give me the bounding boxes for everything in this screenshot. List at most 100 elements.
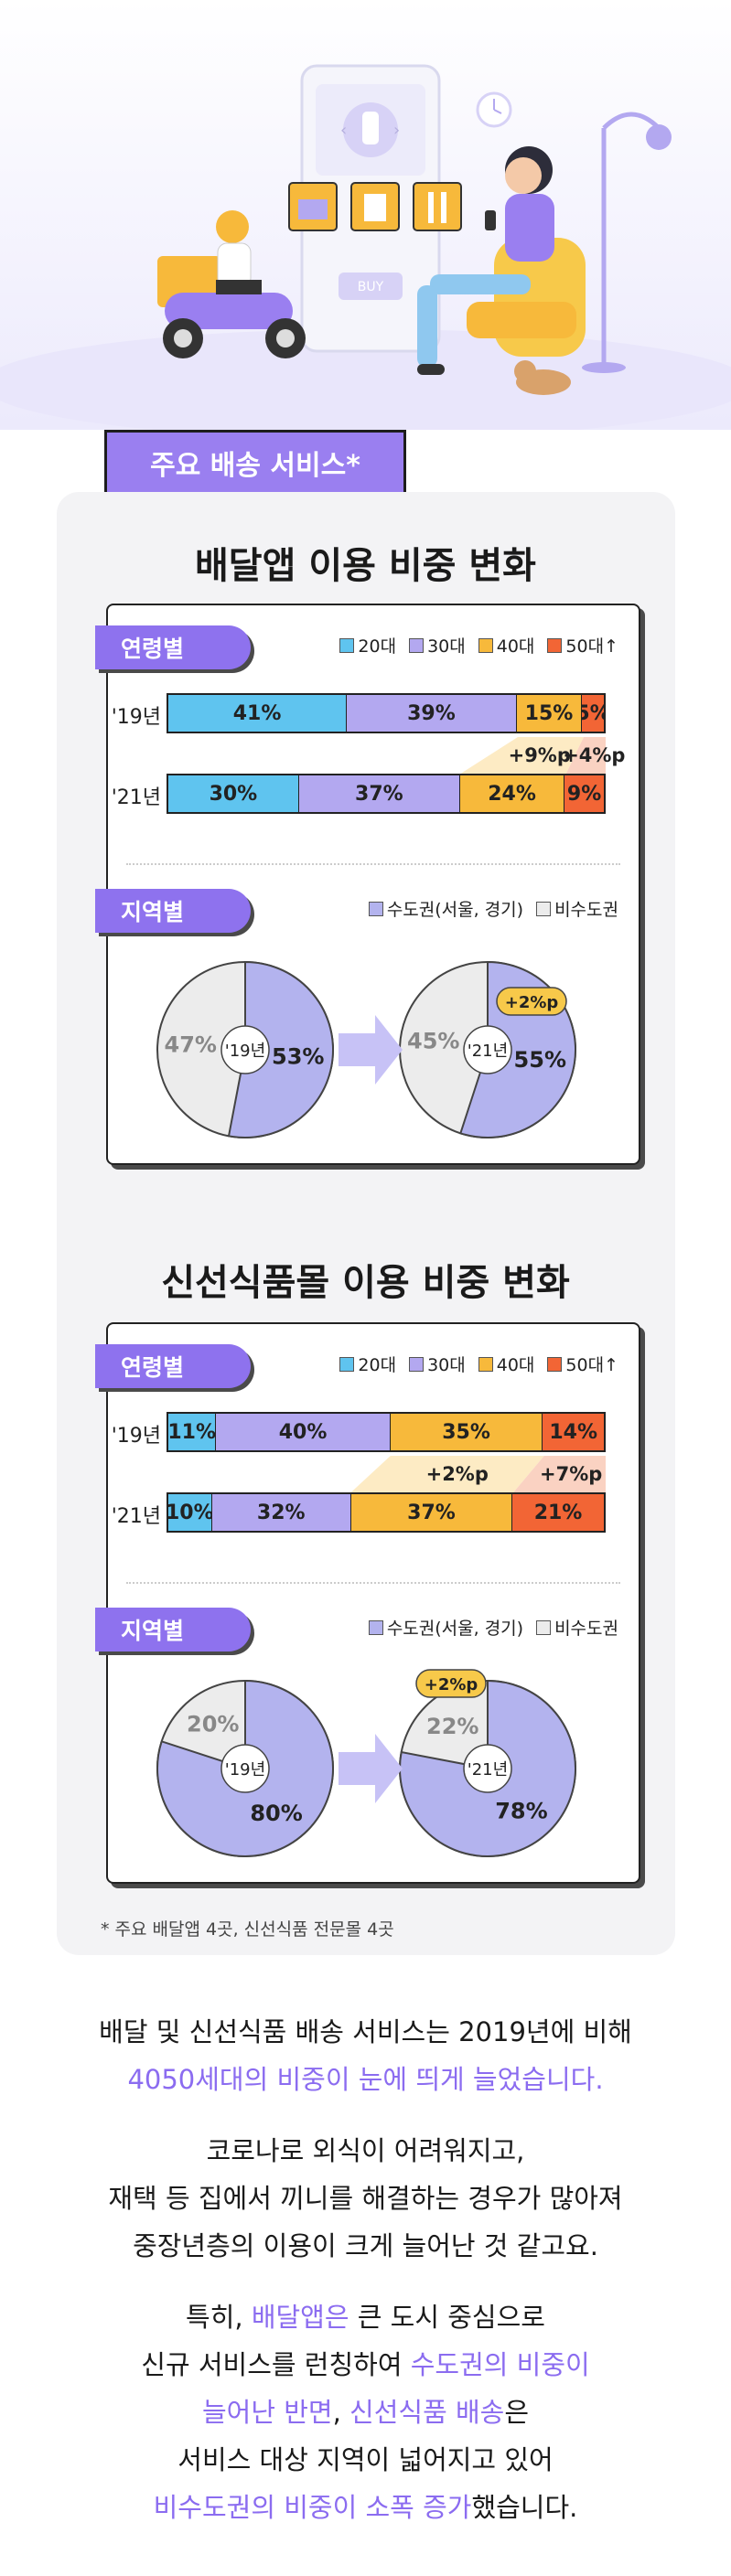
paragraph-2-line-1: 코로나로 외식이 어려워지고,: [206, 2135, 525, 2166]
bar-segment-50-'21년: 21%: [512, 1494, 604, 1531]
bar-segment-40-'21년: 37%: [350, 1494, 513, 1531]
pie-slice-metro-0: [227, 960, 334, 1138]
svg-text:‹: ‹: [340, 121, 347, 140]
legend-swatch-30: [409, 637, 425, 653]
row-label-19: '19년: [111, 1425, 161, 1448]
text-span: 신규 서비스를 런칭하여: [141, 2349, 411, 2380]
diff-area-40: [460, 737, 584, 774]
separator: [126, 1582, 620, 1584]
legend-label-50: 50대↑: [565, 636, 618, 657]
paragraph-2: 코로나로 외식이 어려워지고, 재택 등 집에서 끼니를 해결하는 경우가 많아…: [0, 2127, 731, 2270]
diff-label-50: +4%p: [563, 744, 626, 766]
legend-label-50: 50대↑: [565, 1355, 618, 1375]
paragraph-3-line-5: 비수도권의 비중이 소폭 증가했습니다.: [0, 2484, 731, 2531]
diff-area-40: [350, 1456, 544, 1492]
highlight-span: 신선식품 배송: [349, 2397, 505, 2428]
text-span: ,: [332, 2397, 350, 2428]
product-icons: [288, 182, 462, 231]
pie-center-0: [220, 1744, 270, 1793]
pie-center-0: [220, 1025, 270, 1074]
delivery-bar-21: 30% 37% 24% 9%: [167, 774, 606, 814]
diff-label-50: +7%p: [540, 1463, 603, 1485]
pie-value-nonmetro-1: 22%: [426, 1714, 478, 1739]
hero-illustration: ‹ › BUY: [0, 0, 731, 430]
diff-label-40: +2%p: [425, 1463, 489, 1485]
legend-label-nonmetro: 비수도권: [554, 900, 618, 920]
footnote: * 주요 배달앱 4곳, 신선식품 전문몰 4곳: [101, 1919, 394, 1940]
legend-swatch-metro: [368, 901, 383, 916]
legend-label-40: 40대: [496, 1355, 535, 1375]
arrow-icon: [339, 1734, 403, 1803]
legend-swatch-30: [409, 1356, 425, 1372]
bar-segment-50-'21년: 9%: [564, 775, 604, 812]
pie-diff-badge: [415, 1669, 487, 1698]
legend-swatch-20: [339, 637, 355, 653]
fresh-bar-21: 10% 32% 37% 21%: [167, 1492, 606, 1533]
pie-value-metro-1: 55%: [514, 1047, 566, 1073]
fresh-chart-card: 연령별 20대 30대 40대 50대↑ '19년 11% 40% 35% 14% +…: [95, 1322, 640, 1884]
bar-segment-40-'19년: 35%: [390, 1414, 543, 1450]
pie-center-label-0: '19년: [225, 1760, 265, 1780]
legend-swatch-40: [478, 1356, 493, 1372]
text-span: 큰 도시 중심으로: [349, 2302, 545, 2333]
paragraph-1-line-1: 배달 및 신선식품 배송 서비스는 2019년에 비해: [99, 2016, 632, 2047]
bar-segment-40-'21년: 24%: [459, 775, 565, 812]
pie-value-nonmetro-0: 47%: [165, 1031, 217, 1057]
paragraph-3-line-1: 특히, 배달앱은 큰 도시 중심으로: [0, 2293, 731, 2341]
legend-swatch-nonmetro: [536, 1619, 552, 1635]
delivery-region-legend: 수도권(서울, 경기) 비수도권: [368, 896, 618, 921]
bar-segment-50-'19년: 14%: [543, 1414, 604, 1450]
legend-label-30: 30대: [427, 636, 466, 657]
legend-label-30: 30대: [427, 1355, 466, 1375]
text-span: 특히,: [186, 2302, 252, 2333]
bar-segment-20-'19년: 41%: [168, 695, 348, 732]
paragraph-2-line-3: 중장년층의 이용이 크게 늘어난 것 같고요.: [133, 2230, 598, 2261]
pie-value-metro-0: 53%: [272, 1043, 324, 1069]
legend-swatch-20: [339, 1356, 355, 1372]
pie-value-nonmetro-1: 45%: [407, 1029, 459, 1054]
pie-diff-badge: [496, 987, 567, 1016]
diff-connector: [350, 1456, 606, 1492]
paragraph-3-line-3: 늘어난 반면, 신선식품 배송은: [0, 2389, 731, 2436]
fresh-diff-band: +2%p +7%p: [167, 1456, 606, 1492]
text-span: 은: [504, 2397, 530, 2428]
bar-segment-30-'21년: 32%: [211, 1494, 351, 1531]
fresh-region-pies: '19년 80% 20% '21년 78% 22% +2%p: [156, 1669, 576, 1857]
phone-illustration: ‹ › BUY: [300, 64, 441, 353]
clock-icon: [476, 91, 512, 128]
svg-text:›: ›: [393, 121, 400, 140]
pie-center-1: [463, 1025, 512, 1074]
delivery-diff-band: +9%p +4%p: [167, 737, 625, 774]
diff-label-40: +9%p: [508, 744, 571, 766]
paragraph-1-line-2: 4050세대의 비중이 눈에 띄게 늘었습니다.: [127, 2064, 604, 2095]
row-label-21: '21년: [111, 786, 161, 809]
bar-segment-20-'21년: 10%: [168, 1494, 212, 1531]
bar-segment-50-'19년: 5%: [582, 695, 604, 732]
legend-label-metro: 수도권(서울, 경기): [386, 1619, 524, 1639]
row-label-19: '19년: [111, 706, 161, 729]
pie-slice-metro-1: [399, 1679, 576, 1857]
bar-segment-20-'21년: 30%: [168, 775, 299, 812]
delivery-age-legend: 20대 30대 40대 50대↑: [339, 633, 618, 657]
pie-value-metro-0: 80%: [250, 1801, 302, 1826]
legend-swatch-metro: [368, 1619, 383, 1635]
fresh-age-pill: 연령별: [95, 1344, 251, 1388]
delivery-chart-card: 연령별 20대 30대 40대 50대↑ '19년 41%39%15%5% +9…: [95, 604, 640, 1165]
arrow-icon: [339, 1015, 403, 1085]
legend-swatch-nonmetro: [536, 901, 552, 916]
pie-value-metro-1: 78%: [495, 1799, 547, 1824]
highlight-span: 비수도권의 비중이 소폭 증가: [153, 2492, 472, 2523]
paragraph-2-line-2: 재택 등 집에서 끼니를 해결하는 경우가 많아져: [108, 2183, 623, 2214]
bar-segment-30-'19년: 40%: [216, 1414, 391, 1450]
legend-label-20: 20대: [358, 636, 397, 657]
separator: [126, 863, 620, 865]
delivery-region-pill: 지역별: [95, 889, 251, 933]
delivery-age-pill: 연령별: [95, 625, 251, 669]
paragraph-3-line-2: 신규 서비스를 런칭하여 수도권의 비중이: [0, 2341, 731, 2389]
text-span: 했습니다.: [471, 2492, 578, 2523]
cat-illustration: [514, 360, 571, 395]
fresh-region-legend: 수도권(서울, 경기) 비수도권: [368, 1615, 618, 1640]
pie-center-label-1: '21년: [468, 1042, 508, 1061]
paragraph-3: 특히, 배달앱은 큰 도시 중심으로 신규 서비스를 런칭하여 수도권의 비중이…: [0, 2293, 731, 2531]
paragraph-3-line-4: 서비스 대상 지역이 넓어지고 있어: [177, 2444, 554, 2475]
